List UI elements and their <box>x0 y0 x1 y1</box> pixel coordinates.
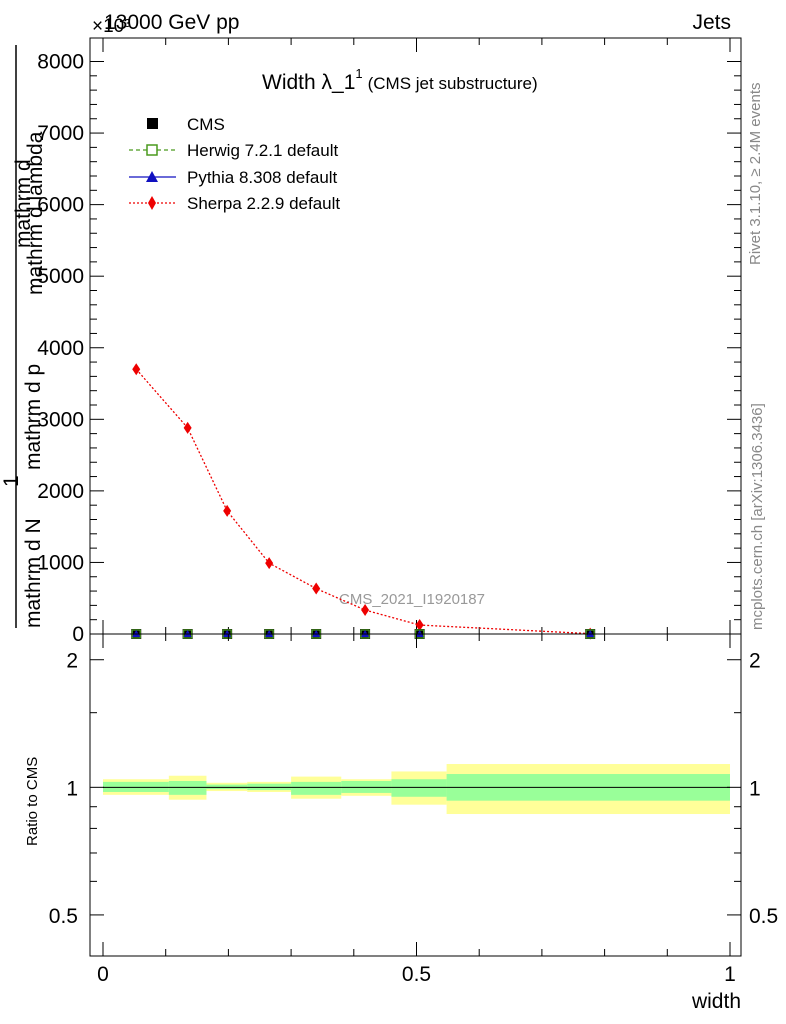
legend-entry-pythia: Pythia 8.308 default <box>129 168 338 187</box>
ratio-y-axis: 0.5 0.5 1 1 2 2 <box>49 650 778 928</box>
ratio-plot-frame <box>89 633 742 957</box>
y-tick-label: 5000 <box>37 265 84 288</box>
analysis-watermark: CMS_2021_I1920187 <box>339 591 485 608</box>
collision-label: 13000 GeV pp <box>104 11 239 34</box>
svg-text:mathrm d: mathrm d <box>12 159 35 248</box>
legend-label-pythia: Pythia 8.308 default <box>187 168 338 187</box>
svg-text:mathrm d p: mathrm d p <box>22 364 45 470</box>
ratio-y-tick-label-right: 1 <box>749 777 761 800</box>
svg-text:1: 1 <box>0 475 23 487</box>
plot-title: Width λ_11(CMS jet substructure) <box>262 66 538 94</box>
sherpa-point <box>265 557 274 570</box>
sherpa-point <box>183 421 192 434</box>
sherpa-point <box>223 504 232 517</box>
ratio-y-tick-label-right: 2 <box>749 650 761 673</box>
sherpa-point <box>361 604 370 617</box>
ratio-bands <box>103 764 730 815</box>
sherpa-point <box>132 363 141 376</box>
y-tick-label: 8000 <box>37 51 84 74</box>
ratio-y-tick-label: 2 <box>66 650 78 673</box>
legend-entry-sherpa: Sherpa 2.2.9 default <box>129 194 340 213</box>
ratio-band-inner <box>391 779 447 797</box>
y-tick-label: 1000 <box>37 551 84 574</box>
jets-label: Jets <box>692 11 731 34</box>
series-line-sherpa <box>135 368 591 635</box>
ratio-y-tick-label: 0.5 <box>49 905 78 928</box>
svg-text:mathrm d lambda: mathrm d lambda <box>24 131 47 295</box>
main-y-axis: 0 1000 2000 3000 4000 5000 6000 7000 8000 <box>37 51 741 646</box>
ratio-ylabel: Ratio to CMS <box>24 757 41 846</box>
y-tick-label: 2000 <box>37 480 84 503</box>
x-axis-label: width <box>691 990 741 1013</box>
sherpa-point <box>415 619 424 632</box>
ratio-band-inner <box>168 780 207 795</box>
sherpa-point <box>312 582 321 595</box>
legend-entry-cms: CMS <box>147 115 225 134</box>
y-tick-label: 7000 <box>37 122 84 145</box>
legend: CMS Herwig 7.2.1 default Pythia 8.308 de… <box>129 115 340 213</box>
ratio-y-tick-label: 1 <box>66 777 78 800</box>
ratio-y-tick-label-right: 0.5 <box>749 905 778 928</box>
mcplots-label: mcplots.cern.ch [arXiv:1306.3436] <box>749 403 766 630</box>
legend-entry-herwig: Herwig 7.2.1 default <box>129 141 338 160</box>
ratio-x-axis: 0 0.5 1 <box>97 634 736 986</box>
main-x-axis <box>102 38 731 634</box>
svg-text:mathrm d N: mathrm d N <box>22 518 45 628</box>
ratio-x-tick-label: 0 <box>97 963 109 986</box>
y-tick-label: 4000 <box>37 337 84 360</box>
legend-label-herwig: Herwig 7.2.1 default <box>187 141 338 160</box>
y-tick-label: 3000 <box>37 408 84 431</box>
legend-label-sherpa: Sherpa 2.2.9 default <box>187 194 340 213</box>
main-ylabel: mathrm d 1 mathrm d N mathrm d p mathrm … <box>0 45 47 628</box>
rivet-label: Rivet 3.1.10, ≥ 2.4M events <box>747 83 764 266</box>
y-tick-label: 6000 <box>37 194 84 217</box>
ratio-x-tick-label: 0.5 <box>402 963 431 986</box>
legend-label-cms: CMS <box>187 115 225 134</box>
ratio-band-inner <box>291 781 342 795</box>
y-tick-label: 0 <box>72 623 84 646</box>
exponent-label: ×10³ <box>92 16 131 37</box>
ratio-x-tick-label: 1 <box>724 963 736 986</box>
